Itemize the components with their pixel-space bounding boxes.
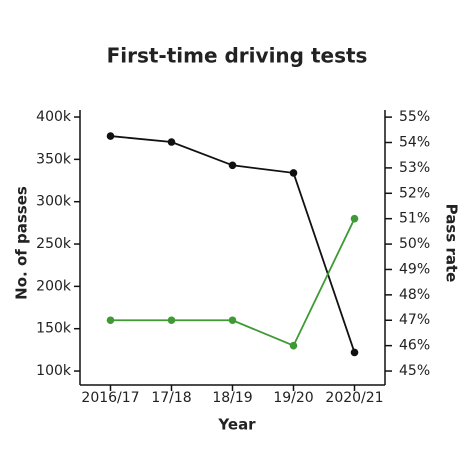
data-point [106, 316, 115, 325]
x-tick-label: 18/19 [212, 390, 252, 406]
y2-tick-label: 50% [399, 236, 430, 252]
y2-tick-label: 54% [399, 135, 430, 151]
y2-tick-label: 49% [399, 261, 430, 277]
data-point [350, 348, 359, 357]
chart-title: First-time driving tests [107, 44, 368, 68]
series-line [110, 218, 356, 347]
data-point [289, 169, 298, 177]
x-axis-title: Year [217, 416, 256, 434]
y-axis-title: No. of passes [13, 186, 31, 300]
y2-tick-label: 51% [399, 211, 430, 227]
y-tick-label: 200k [36, 278, 72, 294]
y2-tick-label: 48% [399, 287, 430, 303]
y-tick-label: 100k [36, 363, 72, 379]
y-tick-label: 150k [36, 321, 72, 337]
data-point [167, 138, 176, 146]
data-point [167, 316, 176, 325]
x-tick-label: 19/20 [273, 390, 313, 406]
data-point [350, 214, 359, 223]
x-tick-label: 2016/17 [81, 390, 139, 406]
data-point [289, 341, 298, 350]
y2-axis-title: Pass rate [443, 204, 461, 283]
y2-tick-label: 52% [399, 185, 430, 201]
y2-tick-label: 55% [399, 109, 430, 125]
y-tick-label: 400k [36, 109, 72, 125]
y2-tick-label: 45% [399, 363, 430, 379]
data-point [228, 161, 237, 170]
y2-tick-label: 53% [399, 160, 430, 176]
data-point [106, 132, 115, 140]
y-tick-label: 350k [36, 151, 72, 167]
y-tick-label: 250k [36, 236, 72, 252]
y2-tick-label: 46% [399, 338, 430, 354]
data-point [228, 316, 237, 325]
y-tick-label: 300k [36, 194, 72, 210]
x-tick-label: 17/18 [151, 390, 191, 406]
y2-tick-label: 47% [399, 312, 430, 328]
x-tick-label: 2020/21 [325, 390, 383, 406]
